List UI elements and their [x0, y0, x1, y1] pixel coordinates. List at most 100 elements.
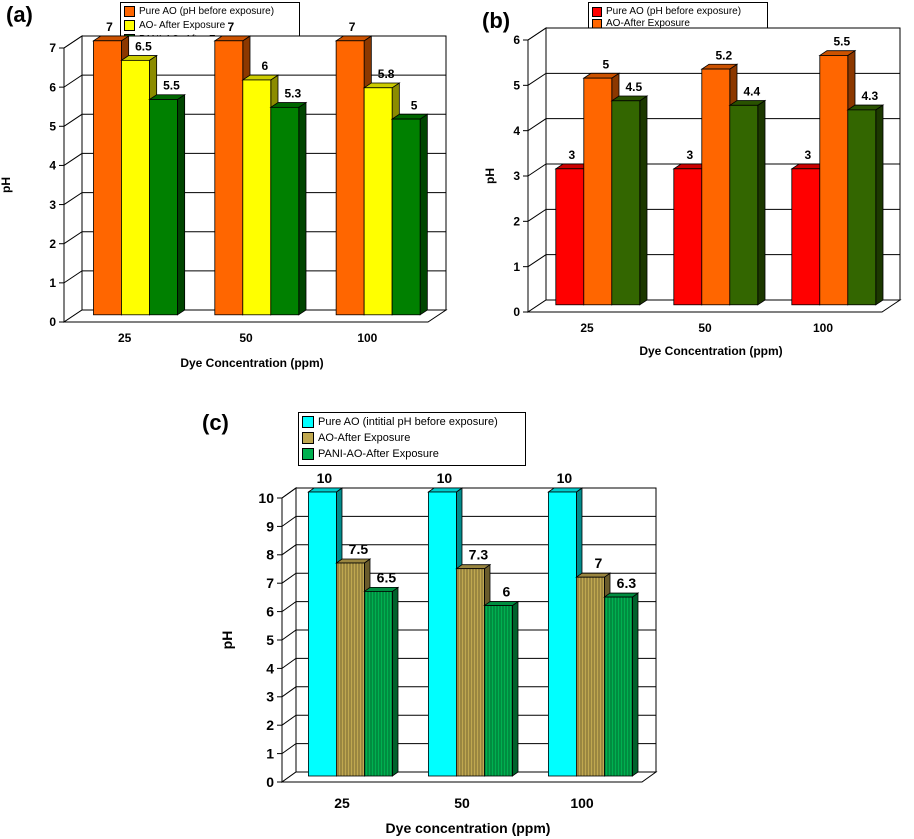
- legend-label: AO- After Exposure: [139, 20, 226, 31]
- y-tick-label: 3: [49, 198, 56, 212]
- gridline: [281, 743, 656, 755]
- y-tick-label: 9: [266, 518, 274, 534]
- bar-side: [639, 95, 648, 306]
- gridline: [281, 657, 656, 669]
- x-tick-label: 25: [580, 321, 594, 335]
- gridline: [63, 270, 446, 284]
- bar: [603, 596, 633, 777]
- bar: [847, 109, 877, 306]
- x-tick-label: 100: [570, 795, 594, 811]
- bar-top: [427, 487, 464, 493]
- x-axis-title: Dye Concentration (ppm): [180, 356, 323, 370]
- y-tick-label: 7: [266, 575, 274, 591]
- y-tick-label: 6: [266, 604, 274, 620]
- y-tick-label: 5: [49, 119, 56, 133]
- bar: [729, 104, 759, 306]
- bar-side: [298, 101, 307, 316]
- legend-label: Pure AO (pH before exposure): [606, 6, 742, 17]
- bar: [149, 99, 178, 316]
- gridline: [527, 27, 900, 41]
- legend-label: AO-After Exposure: [318, 432, 411, 444]
- plot-side-wall: [63, 35, 83, 323]
- bar-top: [547, 487, 584, 493]
- y-tick-label: 2: [513, 215, 520, 229]
- y-axis-title: pH: [483, 168, 497, 184]
- data-label: 10: [317, 470, 333, 486]
- y-tick-label: 7: [49, 41, 56, 55]
- bar: [214, 40, 244, 316]
- bar: [270, 106, 300, 316]
- y-tick-label: 0: [49, 315, 56, 329]
- bar: [547, 491, 577, 777]
- legend-entry: AO- After Exposure: [124, 20, 225, 31]
- y-tick-label: 1: [266, 746, 274, 762]
- gridline: [281, 487, 656, 499]
- y-tick-label: 2: [266, 717, 274, 733]
- data-label: 7: [227, 20, 234, 34]
- data-label: 4.3: [861, 89, 878, 103]
- data-label: 6: [261, 59, 268, 73]
- data-label: 3: [568, 148, 575, 162]
- data-label: 10: [557, 470, 573, 486]
- x-axis-title: Dye Concentration (ppm): [639, 344, 782, 358]
- bar-side: [875, 104, 884, 306]
- y-tick-label: 6: [49, 80, 56, 94]
- chart-svg: 0 1 2 3 4 5 6 3 5 4.5 25 3 5.2 4.4 50 3 5.5 4.3 100 Dye Con…: [483, 27, 902, 358]
- y-tick-label: 0: [513, 305, 520, 319]
- legend-label: Pure AO (pH before exposure): [139, 6, 275, 17]
- data-label: 3: [804, 148, 811, 162]
- legend-entry: PANI-AO-After Exposure: [302, 448, 439, 460]
- bar: [363, 87, 393, 316]
- legend-swatch: [124, 6, 135, 17]
- gridline: [63, 231, 446, 245]
- data-label: 5.2: [715, 48, 732, 62]
- bar: [701, 68, 731, 306]
- chart-svg: 0 1 2 3 4 5 6 7 7 6.5 5.5 25 7 6 5.3 50 7 5.8 5 100 Dye Conc…: [0, 20, 448, 370]
- gridline: [63, 113, 446, 127]
- chart-svg: 0 1 2 3 4 5 6 7 8 9 10 10 7.5 6.5 25 10 7.3 6 50 10 7 6.3 100 D…: [219, 470, 658, 836]
- data-label: 5.8: [378, 67, 395, 81]
- y-tick-label: 0: [266, 774, 274, 790]
- gridline: [281, 515, 656, 527]
- y-tick-label: 1: [513, 260, 520, 274]
- x-tick-label: 100: [357, 331, 377, 345]
- y-tick-label: 2: [49, 237, 56, 251]
- bar: [673, 168, 703, 306]
- panel-label: (b): [482, 8, 511, 33]
- y-tick-label: 6: [513, 33, 520, 47]
- bar: [93, 40, 122, 316]
- gridline: [63, 74, 446, 88]
- y-tick-label: 5: [513, 79, 520, 93]
- x-tick-label: 50: [454, 795, 470, 811]
- x-tick-label: 25: [334, 795, 350, 811]
- x-tick-label: 50: [239, 331, 253, 345]
- data-label: 5.3: [284, 87, 301, 101]
- data-label: 5: [411, 98, 418, 112]
- bar-side: [511, 600, 519, 777]
- chart-panel-a: (a) Pure AO (pH before exposure) AO- Afte…: [0, 0, 460, 380]
- y-tick-label: 4: [49, 159, 56, 173]
- gridline: [281, 686, 656, 698]
- data-label: 7: [595, 555, 603, 571]
- gridline: [281, 572, 656, 584]
- y-tick-label: 3: [513, 169, 520, 183]
- y-tick-label: 8: [266, 547, 274, 563]
- y-tick-label: 4: [513, 124, 520, 138]
- data-label: 6.3: [617, 575, 637, 591]
- x-axis-title: Dye concentration (ppm): [386, 820, 551, 836]
- gridline: [281, 629, 656, 641]
- x-tick-label: 50: [698, 321, 712, 335]
- x-tick-label: 100: [813, 321, 833, 335]
- gridline: [527, 254, 900, 268]
- legend-label: Pure AO (intitial pH before exposure): [318, 416, 498, 428]
- x-tick-label: 25: [118, 331, 132, 345]
- data-label: 5.5: [163, 79, 180, 93]
- data-label: 6.5: [377, 569, 397, 585]
- gridline: [63, 152, 446, 166]
- bar-top: [307, 487, 344, 493]
- bar: [427, 491, 457, 777]
- y-tick-label: 4: [266, 660, 274, 676]
- data-label: 4.4: [743, 85, 760, 99]
- data-label: 3: [686, 148, 693, 162]
- data-label: 7.5: [349, 541, 369, 557]
